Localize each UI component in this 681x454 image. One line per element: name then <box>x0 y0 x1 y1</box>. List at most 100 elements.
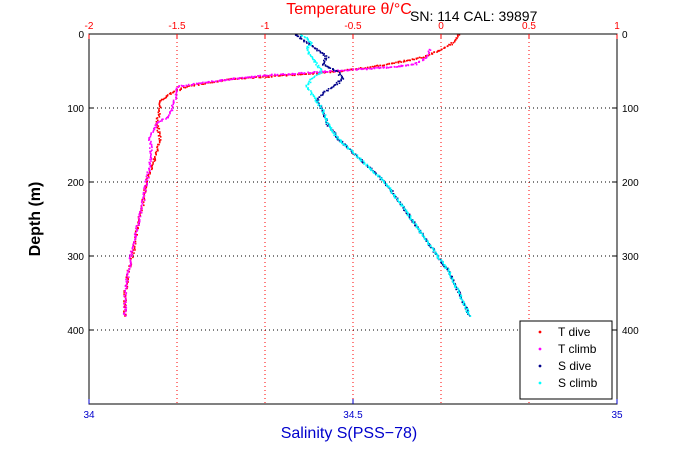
data-point <box>324 115 326 117</box>
data-point <box>158 103 161 105</box>
data-point <box>324 57 326 60</box>
data-point <box>325 120 327 122</box>
data-point <box>123 291 125 293</box>
data-point <box>330 127 333 129</box>
data-point <box>299 72 301 74</box>
data-point <box>463 300 465 303</box>
data-point <box>317 97 319 100</box>
data-point <box>329 67 332 69</box>
data-point <box>308 73 310 75</box>
data-point <box>350 149 353 151</box>
data-point <box>152 158 155 160</box>
data-point <box>125 277 128 280</box>
data-point <box>341 69 343 72</box>
data-point <box>172 102 175 104</box>
data-point <box>250 75 253 78</box>
data-point <box>134 238 136 241</box>
data-point <box>157 135 160 137</box>
data-point <box>466 306 468 309</box>
data-point <box>316 49 318 52</box>
data-point <box>232 78 235 80</box>
data-point <box>124 287 127 290</box>
data-point <box>425 55 427 57</box>
data-point <box>375 172 377 175</box>
data-point <box>187 84 190 86</box>
data-point <box>453 41 456 43</box>
data-point <box>333 134 335 137</box>
data-point <box>385 184 387 187</box>
data-point <box>198 84 200 86</box>
data-point <box>358 158 361 161</box>
legend-label: T climb <box>558 342 597 356</box>
data-point <box>437 258 440 260</box>
data-point <box>429 49 432 51</box>
data-point <box>443 46 446 49</box>
data-point <box>125 292 128 294</box>
data-point <box>440 258 443 261</box>
data-point <box>417 57 419 59</box>
data-point <box>252 77 254 79</box>
data-point <box>436 51 438 53</box>
data-point <box>158 102 161 104</box>
data-point <box>336 70 339 72</box>
top-tick-label: -2 <box>85 21 94 32</box>
data-point <box>168 114 170 116</box>
top-tick-label: 1 <box>614 21 620 32</box>
data-point <box>360 159 363 162</box>
data-point <box>449 273 451 276</box>
data-point <box>383 180 385 183</box>
data-point <box>149 173 151 175</box>
data-point <box>324 116 326 119</box>
data-point <box>316 48 318 50</box>
data-point <box>308 43 310 46</box>
data-point <box>449 44 451 46</box>
data-point <box>345 144 348 146</box>
data-point <box>147 176 150 179</box>
data-point <box>383 66 386 68</box>
data-point <box>155 117 158 120</box>
data-point <box>457 288 460 291</box>
data-point <box>423 236 426 238</box>
legend-box <box>519 320 613 400</box>
data-point <box>143 186 146 188</box>
data-point <box>301 72 304 75</box>
data-point <box>132 243 135 245</box>
data-point <box>449 276 452 278</box>
data-point <box>151 168 153 171</box>
data-point <box>263 74 265 77</box>
data-point <box>154 152 157 154</box>
data-point <box>317 66 319 69</box>
data-point <box>310 78 313 80</box>
data-point <box>372 171 374 174</box>
data-point <box>149 170 151 172</box>
data-point <box>433 51 435 54</box>
data-point <box>233 77 236 80</box>
data-point <box>149 147 151 149</box>
data-point <box>395 196 397 198</box>
data-point <box>125 310 127 313</box>
data-point <box>146 182 148 184</box>
data-point <box>175 98 177 100</box>
data-point <box>421 234 424 237</box>
data-point <box>351 150 354 152</box>
bottom-tick-label: 34 <box>83 410 95 421</box>
data-point <box>329 128 332 130</box>
data-point <box>259 75 261 78</box>
data-point <box>129 261 132 264</box>
data-point <box>124 296 127 299</box>
data-point <box>387 186 390 188</box>
data-point <box>389 66 391 69</box>
data-point <box>348 148 350 150</box>
data-point <box>241 76 244 79</box>
data-point <box>148 137 151 139</box>
data-point <box>319 72 321 75</box>
data-point <box>387 66 390 69</box>
data-point <box>326 118 328 120</box>
data-point <box>153 128 155 130</box>
data-point <box>138 220 140 222</box>
data-point <box>131 250 134 252</box>
data-point <box>310 90 312 92</box>
data-point <box>322 112 324 115</box>
data-point <box>341 76 343 78</box>
